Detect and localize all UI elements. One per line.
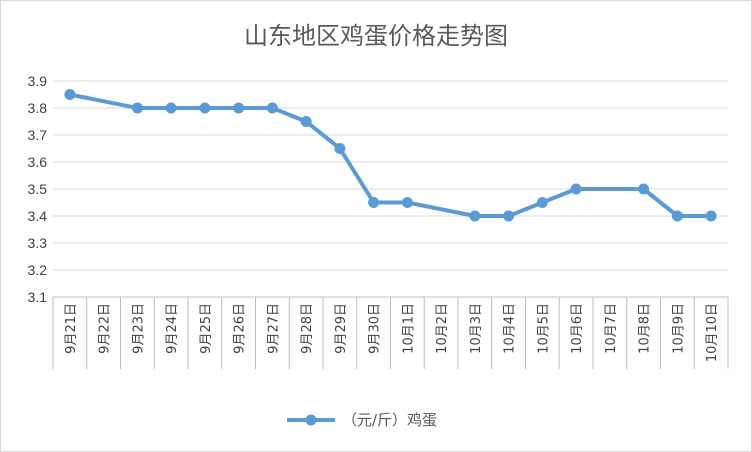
x-tick-label: 10月3日 <box>469 303 484 354</box>
data-point <box>368 197 380 208</box>
series <box>64 89 717 222</box>
x-tick-label: 10月10日 <box>705 303 720 362</box>
x-tick-label: 10月4日 <box>503 303 518 354</box>
x-tick-label: 9月27日 <box>266 303 281 354</box>
chart-title: 山东地区鸡蛋价格走势图 <box>244 22 508 50</box>
y-tick-label: 3.1 <box>28 289 48 305</box>
x-tick-label: 9月23日 <box>131 303 146 354</box>
y-tick-label: 3.5 <box>28 181 48 197</box>
x-tick-label: 9月25日 <box>199 303 214 354</box>
data-point <box>401 197 413 208</box>
legend-dot-marker <box>305 414 317 426</box>
x-tick-label: 9月22日 <box>98 303 113 354</box>
x-axis-ticks: 9月21日 9月22日 9月23日 9月24日 9月25日 9月26日 9月27日 9月28日… <box>52 297 729 369</box>
x-tick-label: 10月8日 <box>638 303 653 354</box>
x-tick-label: 10月5日 <box>536 303 551 354</box>
y-tick-label: 3.6 <box>28 154 48 170</box>
x-tick-label: 9月29日 <box>334 303 349 354</box>
data-point <box>503 210 515 222</box>
data-point <box>671 210 683 222</box>
data-point <box>64 89 76 100</box>
x-tick-label: 10月6日 <box>570 303 585 354</box>
data-point <box>334 143 346 154</box>
y-tick-label: 3.2 <box>28 262 48 278</box>
y-tick-label: 3.8 <box>28 100 48 116</box>
gridlines <box>53 80 728 298</box>
x-tick-label: 9月26日 <box>233 303 248 354</box>
x-tick-label: 9月30日 <box>368 303 383 354</box>
x-tick-label: 9月28日 <box>300 303 315 354</box>
x-tick-label: 9月24日 <box>165 303 180 354</box>
y-tick-label: 3.7 <box>28 127 48 143</box>
y-tick-label: 3.9 <box>28 73 48 89</box>
data-point <box>266 102 278 114</box>
y-axis-ticks: 3.1 3.2 3.3 3.4 3.5 3.6 3.7 3.8 3.9 <box>28 73 48 305</box>
x-tick-label: 9月21日 <box>64 303 79 354</box>
series-line <box>67 92 714 218</box>
data-point <box>536 197 548 208</box>
data-point <box>131 102 143 114</box>
data-point <box>300 116 312 127</box>
x-tick-label: 10月7日 <box>604 303 619 354</box>
data-point <box>570 183 582 195</box>
data-point <box>165 102 177 114</box>
y-tick-label: 3.3 <box>28 235 48 251</box>
data-point <box>705 210 717 222</box>
y-tick-label: 3.4 <box>28 208 48 224</box>
x-tick-label: 10月9日 <box>671 303 686 354</box>
legend: （元/斤）鸡蛋 <box>287 411 437 429</box>
data-point <box>469 210 481 222</box>
x-tick-label: 10月1日 <box>401 303 416 354</box>
legend-label: （元/斤）鸡蛋 <box>342 411 437 429</box>
data-point <box>638 183 650 195</box>
x-tick-label: 10月2日 <box>435 303 450 354</box>
data-point <box>199 102 211 114</box>
data-point <box>233 102 245 114</box>
